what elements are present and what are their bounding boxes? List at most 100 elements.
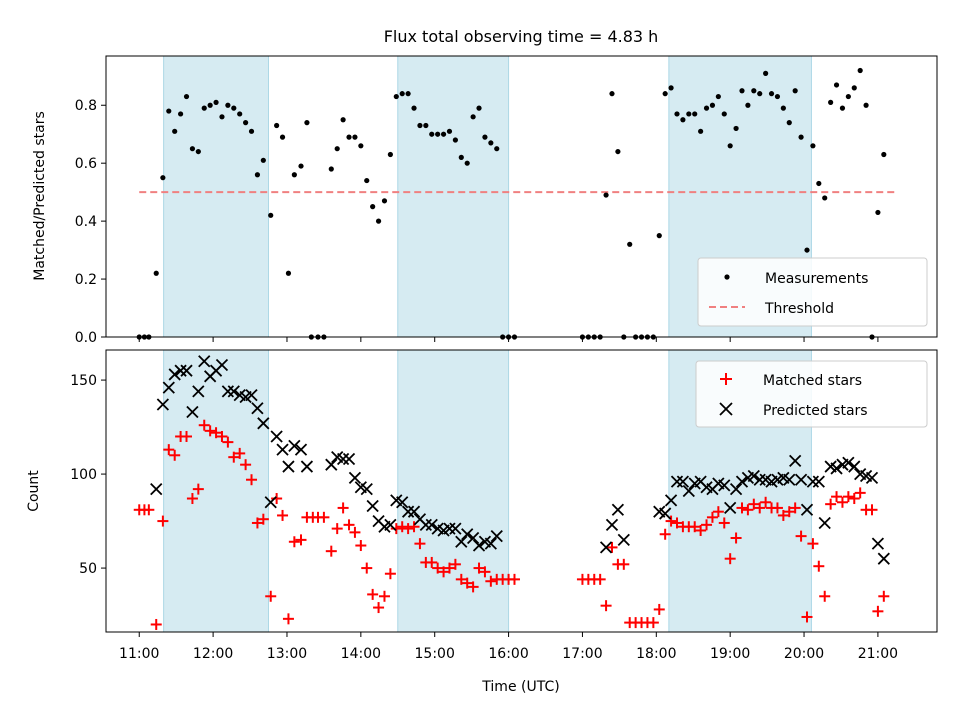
measurement-point — [875, 209, 881, 216]
matched-star-point — [665, 515, 677, 527]
top-y-ticks: 0.0 0.2 0.4 0.6 0.8 — [75, 98, 106, 346]
predicted-star-point — [718, 479, 731, 492]
predicted-star-point — [221, 385, 235, 398]
x-tick-label: 12:00 — [193, 646, 233, 662]
predicted-star-point — [282, 460, 295, 473]
matched-star-point — [271, 493, 283, 505]
measurement-point — [786, 120, 792, 126]
measurement-point — [774, 93, 781, 100]
measurement-point — [435, 131, 441, 137]
matched-star-point — [854, 487, 866, 499]
measurement-point — [627, 241, 633, 247]
matched-star-point — [718, 517, 730, 529]
matched-star-point — [222, 436, 234, 448]
x-stroke-b — [443, 522, 456, 535]
matched-star-point — [795, 530, 807, 542]
predicted-star-point — [461, 528, 474, 541]
measurement-point — [804, 247, 810, 253]
predicted-star-point — [724, 501, 737, 515]
shaded-interval — [397, 349, 510, 633]
measurement-point — [381, 198, 388, 204]
x-tick-label: 15:00 — [415, 646, 455, 662]
matched-star-point — [343, 519, 355, 531]
measurement-point — [698, 128, 704, 134]
measurement-point — [668, 85, 674, 91]
matched-star-point — [760, 496, 772, 508]
measurement-point — [178, 111, 184, 117]
bottom-y-ticks: 50 100 150 — [70, 373, 106, 577]
measurement-point — [656, 233, 662, 239]
measurement-point — [464, 160, 470, 166]
matched-star-point — [150, 618, 162, 630]
matched-star-point — [361, 562, 373, 574]
x-stroke-b — [724, 501, 737, 515]
x-stroke-b — [854, 467, 867, 481]
measurement-point — [352, 134, 358, 140]
x-stroke-b — [390, 494, 403, 507]
measurement-point — [195, 148, 201, 155]
x-stroke-b — [215, 358, 229, 372]
measurement-point — [863, 102, 869, 108]
measurement-point — [279, 134, 286, 140]
measurement-point — [375, 218, 382, 224]
x-stroke-b — [729, 482, 743, 496]
legend-matched-marker — [720, 373, 732, 385]
y-tick-label: 0.2 — [75, 272, 97, 288]
x-stroke-b — [372, 514, 385, 528]
matched-star-point — [210, 427, 222, 439]
matched-star-point — [408, 521, 420, 533]
x-stroke-b — [842, 456, 855, 469]
predicted-star-point — [617, 533, 630, 547]
measurement-point — [346, 134, 352, 140]
predicted-star-point — [848, 460, 861, 473]
measurement-point — [183, 93, 190, 100]
matched-star-point — [282, 613, 294, 625]
matched-star-point — [288, 536, 300, 548]
measurement-point — [881, 151, 887, 158]
bottom-y-axis-label: Count — [26, 470, 42, 512]
measurement-point — [792, 88, 798, 94]
y-tick-label: 50 — [79, 561, 97, 577]
measurement-point — [268, 212, 274, 218]
x-stroke-b — [611, 503, 625, 516]
x-stroke-b — [783, 473, 796, 486]
measurement-point — [615, 148, 621, 155]
x-stroke-b — [264, 496, 277, 509]
matched-star-point — [801, 611, 813, 623]
measurement-point — [243, 120, 249, 126]
x-stroke-b — [659, 507, 672, 520]
matched-star-point — [606, 541, 618, 553]
shaded-interval — [397, 55, 510, 338]
x-stroke-b — [282, 460, 295, 473]
predicted-star-point — [174, 364, 187, 377]
measurement-point — [703, 105, 710, 111]
matched-star-point — [730, 532, 742, 544]
matched-star-point — [701, 519, 713, 531]
measurement-point — [470, 114, 476, 120]
predicted-star-point — [276, 443, 289, 456]
x-stroke-b — [865, 471, 879, 484]
predicted-star-point — [443, 522, 456, 535]
predicted-stars-points — [150, 355, 890, 565]
predicted-star-point — [605, 518, 619, 531]
x-stroke-b — [192, 385, 205, 398]
x-stroke-b — [251, 402, 264, 415]
predicted-star-point — [800, 503, 814, 516]
predicted-star-point — [215, 358, 229, 372]
measurement-point — [603, 192, 609, 198]
measurement-point — [201, 105, 207, 111]
predicted-star-point — [753, 473, 766, 486]
top-panel: 0.00.20.40.60.8 Matched/Predicted stars … — [32, 55, 938, 346]
matched-star-point — [367, 588, 379, 600]
legend-predicted-marker — [719, 402, 733, 416]
x-stroke-b — [360, 482, 373, 496]
predicted-star-point — [682, 484, 695, 498]
x-stroke-b — [325, 458, 338, 471]
matched-star-point — [186, 493, 198, 505]
matched-star-point — [659, 528, 671, 540]
x-stroke-b — [735, 475, 749, 488]
shaded-interval — [163, 55, 270, 338]
matched-star-point — [396, 521, 408, 533]
measurement-point — [857, 67, 863, 74]
